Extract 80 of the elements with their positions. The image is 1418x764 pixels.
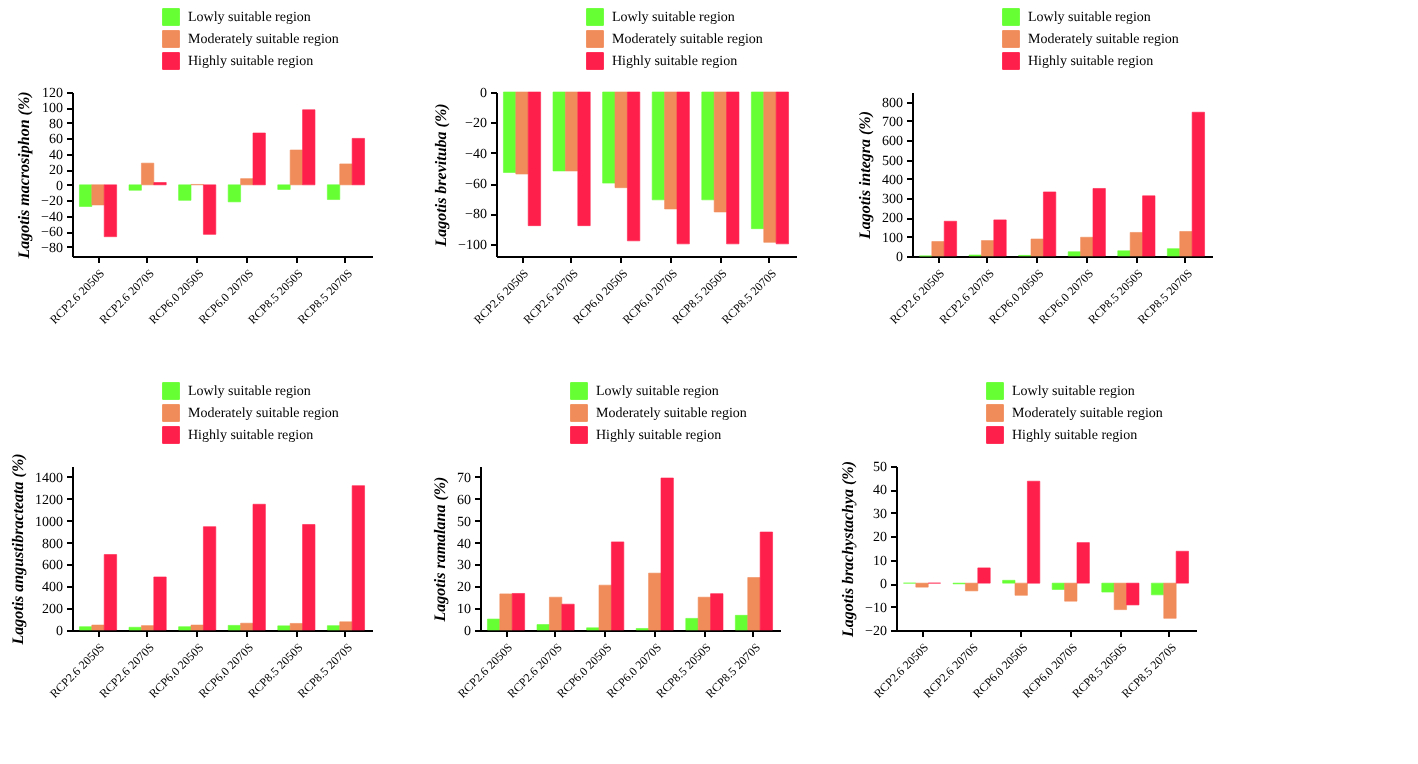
bar bbox=[302, 523, 316, 631]
bar bbox=[1117, 250, 1131, 257]
bar bbox=[1113, 582, 1128, 611]
bar bbox=[339, 621, 353, 631]
bar bbox=[277, 625, 291, 631]
bar bbox=[1064, 582, 1078, 602]
bar bbox=[993, 219, 1007, 257]
bar bbox=[1076, 542, 1090, 584]
y-axis-title: Lagotis angustibracteata (%) bbox=[9, 452, 27, 647]
bar bbox=[326, 184, 341, 201]
bar bbox=[648, 572, 662, 631]
bar bbox=[511, 592, 526, 631]
bar bbox=[128, 184, 142, 191]
bar bbox=[1126, 582, 1140, 606]
y-axis-title: Lagotis brachystachya (%) bbox=[839, 460, 858, 639]
bar bbox=[178, 184, 192, 201]
bar bbox=[227, 624, 242, 631]
y-axis-title: Lagotis macrosiphon (%) bbox=[15, 90, 34, 261]
bar bbox=[140, 625, 155, 631]
bar bbox=[1179, 231, 1193, 257]
bar bbox=[685, 617, 699, 631]
bar bbox=[202, 184, 217, 235]
bar bbox=[1129, 231, 1144, 257]
bar bbox=[1191, 111, 1206, 257]
bar bbox=[1175, 550, 1190, 584]
bar bbox=[103, 184, 118, 238]
bar bbox=[1166, 248, 1181, 257]
bar bbox=[598, 584, 612, 631]
bar bbox=[931, 241, 945, 257]
bar bbox=[103, 554, 118, 631]
bar bbox=[78, 184, 93, 207]
bar bbox=[1067, 251, 1082, 257]
bar bbox=[759, 531, 774, 631]
bar bbox=[943, 220, 958, 257]
y-axis-title: Lagotis brevituba (%) bbox=[432, 102, 451, 249]
bar bbox=[1150, 582, 1165, 596]
bar bbox=[1051, 582, 1066, 590]
bar bbox=[339, 163, 353, 186]
bar bbox=[734, 614, 749, 631]
bar bbox=[1101, 582, 1115, 593]
bar bbox=[240, 622, 254, 631]
bar bbox=[289, 622, 304, 631]
bar bbox=[977, 567, 991, 584]
bar bbox=[561, 603, 575, 631]
bar bbox=[1142, 195, 1156, 257]
bar bbox=[548, 596, 563, 631]
bar bbox=[1014, 582, 1028, 596]
bar bbox=[252, 132, 266, 186]
bar bbox=[227, 184, 242, 203]
bar bbox=[140, 162, 155, 186]
bar bbox=[202, 526, 217, 631]
bar bbox=[1030, 238, 1044, 257]
bar bbox=[486, 618, 501, 631]
bar bbox=[1163, 582, 1177, 619]
bar bbox=[277, 184, 291, 190]
bar bbox=[190, 624, 204, 631]
bar bbox=[710, 593, 724, 631]
bar bbox=[1026, 480, 1041, 584]
bar bbox=[980, 240, 995, 257]
bar bbox=[536, 624, 550, 631]
bar bbox=[153, 576, 167, 631]
bar bbox=[1092, 187, 1106, 257]
bar bbox=[351, 485, 366, 631]
bar bbox=[610, 541, 625, 631]
bar bbox=[302, 109, 316, 186]
bar bbox=[660, 477, 674, 631]
bar bbox=[91, 184, 105, 206]
bar bbox=[747, 577, 761, 631]
bar bbox=[499, 593, 513, 631]
bar bbox=[1042, 191, 1057, 257]
bar bbox=[1080, 236, 1094, 257]
bar bbox=[964, 582, 979, 592]
bar bbox=[697, 596, 712, 631]
y-axis-title: Lagotis integra (%) bbox=[856, 110, 874, 241]
y-axis-title: Lagotis ramalana (%) bbox=[431, 475, 449, 624]
bar bbox=[326, 625, 341, 631]
bar bbox=[289, 149, 304, 186]
bar bbox=[351, 137, 366, 186]
bar bbox=[252, 503, 266, 631]
bar bbox=[91, 624, 105, 631]
